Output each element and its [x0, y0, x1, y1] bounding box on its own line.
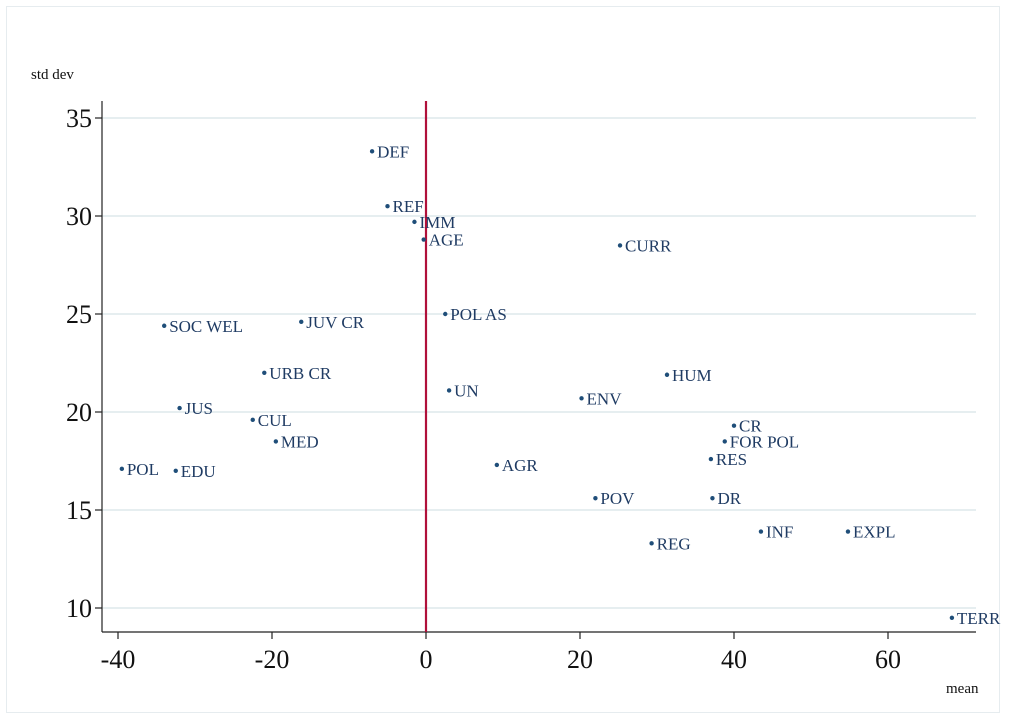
data-point: [649, 541, 654, 546]
axes: 10 15 20 25 30 35 -40 -20 0 20 40 60: [66, 101, 976, 674]
x-tick-label: -20: [255, 645, 290, 674]
data-point-label: URB CR: [269, 364, 332, 383]
y-tick-label: 35: [66, 104, 92, 133]
data-point-label: REF: [393, 197, 424, 216]
data-point: [250, 417, 255, 423]
data-point-label: IMM: [419, 213, 455, 232]
data-point: [262, 370, 267, 375]
y-tick-label: 20: [66, 398, 92, 427]
x-tick-label: -40: [101, 645, 136, 674]
data-point: [177, 405, 182, 411]
data-point-label: FOR POL: [730, 432, 799, 451]
data-point-label: DR: [717, 489, 741, 508]
data-point-label: POL: [127, 460, 159, 479]
data-point-label: JUS: [185, 399, 213, 418]
y-tick-label: 15: [66, 496, 92, 525]
data-point: [664, 372, 670, 377]
x-axis-label: mean: [946, 681, 979, 697]
data-point: [710, 496, 715, 501]
y-axis-label: std dev: [31, 67, 74, 83]
data-point: [443, 311, 448, 317]
data-point-label: ENV: [587, 389, 623, 408]
data-point-label: SOC WEL: [169, 317, 243, 336]
data-point-label: CURR: [625, 236, 672, 255]
data-point-label: HUM: [672, 366, 712, 385]
data-point-label: MED: [281, 432, 319, 451]
x-tick-label: 20: [567, 645, 593, 674]
x-tick-label: 0: [420, 645, 433, 674]
data-point: [299, 319, 304, 325]
data-point-label: EDU: [181, 462, 216, 481]
data-point-label: CR: [739, 417, 762, 436]
data-point-label: POV: [600, 489, 635, 508]
data-point: [273, 439, 279, 444]
data-point: [119, 466, 125, 472]
y-tick-label: 30: [66, 202, 92, 231]
data-point: [162, 323, 167, 328]
data-point: [385, 204, 390, 209]
data-point-label: INF: [766, 523, 793, 542]
data-point: [173, 468, 178, 473]
data-point: [446, 388, 452, 393]
data-point-label: JUV CR: [306, 313, 364, 332]
data-point: [722, 439, 727, 444]
data-point-label: TERR: [957, 609, 1001, 628]
data-point-label: DEF: [377, 142, 409, 161]
data-point: [369, 149, 375, 154]
data-point: [617, 243, 623, 248]
data-point: [593, 496, 598, 501]
data-point: [579, 396, 584, 401]
data-point: [421, 237, 426, 242]
data-point: [412, 219, 417, 225]
data-point-label: CUL: [258, 411, 292, 430]
data-point-label: AGR: [502, 456, 539, 475]
x-tick-label: 40: [721, 645, 747, 674]
data-point: [494, 462, 500, 468]
data-point-label: POL AS: [450, 305, 507, 324]
data-point: [845, 529, 851, 534]
data-point: [731, 423, 737, 428]
data-point-label: AGE: [429, 231, 464, 250]
x-tick-label: 60: [875, 645, 901, 674]
grid-lines: [102, 117, 976, 609]
y-tick-label: 25: [66, 300, 92, 329]
data-point-label: UN: [454, 381, 479, 400]
y-tick-label: 10: [66, 594, 92, 623]
data-point: [758, 529, 764, 534]
data-point-label: EXPL: [853, 523, 896, 542]
data-point-label: RES: [716, 450, 747, 469]
data-point: [708, 456, 714, 462]
data-point-label: REG: [657, 534, 691, 553]
chart-frame: [6, 6, 1000, 713]
data-point: [949, 615, 955, 620]
